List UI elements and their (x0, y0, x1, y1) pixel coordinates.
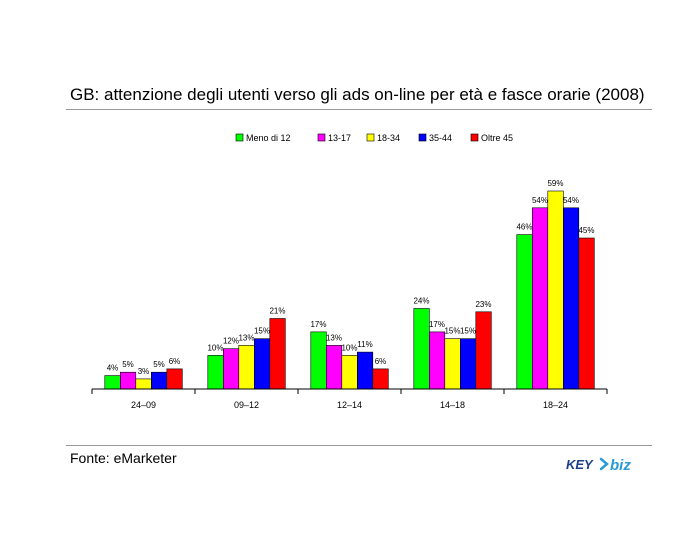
bar-2-3 (238, 345, 255, 390)
legend-swatch (418, 133, 427, 142)
footer-divider (66, 445, 652, 446)
bar-5-5 (578, 237, 595, 390)
bar-3-1 (310, 331, 327, 390)
data-label: 54% (532, 196, 548, 205)
bar-2-4 (254, 338, 271, 390)
legend-label: 18-34 (377, 133, 400, 143)
legend-swatch (317, 133, 326, 142)
data-label: 15% (254, 327, 270, 336)
bar-4-4 (459, 338, 477, 390)
legend-label: 13-17 (328, 133, 351, 143)
data-label: 24% (413, 297, 429, 306)
data-label: 54% (563, 196, 579, 205)
bar-4-5 (475, 311, 492, 390)
data-label: 10% (341, 343, 357, 352)
bar-4-2 (428, 331, 446, 390)
data-label: 10% (207, 343, 223, 352)
data-label: 23% (475, 300, 491, 309)
bar-2-1 (207, 355, 224, 390)
source-note: Fonte: eMarketer (70, 450, 177, 466)
data-label: 59% (547, 179, 563, 188)
data-label: 11% (357, 340, 372, 349)
data-label: 45% (578, 226, 594, 235)
data-label: 46% (516, 223, 532, 232)
chart-title: GB: attenzione degli utenti verso gli ad… (70, 85, 645, 104)
data-label: 4% (107, 364, 119, 373)
data-labels: 4% 5%3%5% 6%10%12% 13%15%21%17%13%10% 11%6%2… (107, 179, 595, 376)
legend-swatch (235, 133, 244, 142)
bar-4-1 (413, 308, 430, 390)
legend-swatch (366, 133, 375, 142)
bar-3-5 (372, 368, 389, 390)
bar-1-1 (104, 375, 121, 390)
bar-5-2 (531, 207, 549, 390)
bar-1-2 (120, 371, 137, 390)
logo-text-key: KEY (566, 457, 594, 472)
bar-5-3 (547, 190, 564, 390)
bar-5-4 (562, 207, 580, 390)
x-tick-label: 14–18 (440, 400, 465, 410)
bar-2-5 (269, 318, 286, 390)
data-label: 12% (223, 337, 239, 346)
data-label: 17% (310, 320, 326, 329)
data-label: 6% (375, 357, 387, 366)
x-tick-label: 24–09 (131, 400, 156, 410)
legend-swatch (470, 133, 479, 142)
x-tick-label: 18–24 (543, 400, 568, 410)
data-label: 15% (460, 327, 476, 336)
bar-1-3 (135, 378, 152, 390)
title-divider (66, 109, 652, 110)
data-label: 13% (238, 333, 254, 342)
logo-text-biz: biz (610, 457, 631, 473)
data-label: 17% (429, 320, 445, 329)
data-label: 5% (153, 360, 165, 369)
legend-label: Oltre 45 (481, 133, 513, 143)
legend-label: Meno di 12 (246, 133, 291, 143)
bar-3-3 (341, 355, 358, 390)
data-label: 6% (169, 357, 181, 366)
x-tick-label: 09–12 (234, 400, 259, 410)
legend: Meno di 12 13-17 18-34 35-44 Oltre 45 (235, 133, 513, 143)
x-axis: 24–09 09–12 12–14 14–18 18–24 (91, 388, 608, 410)
data-label: 3% (138, 367, 150, 376)
data-label: 13% (326, 333, 342, 342)
bar-1-4 (151, 371, 168, 390)
bar-3-4 (356, 351, 374, 390)
bar-2-2 (223, 348, 240, 390)
bar-5-1 (516, 234, 533, 390)
bars (104, 190, 595, 390)
bar-3-2 (325, 345, 343, 390)
bar-4-3 (444, 338, 461, 390)
bar-1-5 (166, 368, 183, 390)
keybiz-logo: KEY biz (566, 457, 631, 473)
data-label: 21% (269, 307, 285, 316)
legend-label: 35-44 (429, 133, 452, 143)
data-label: 15% (444, 327, 460, 336)
x-tick-label: 12–14 (337, 400, 362, 410)
data-label: 5% (122, 360, 134, 369)
